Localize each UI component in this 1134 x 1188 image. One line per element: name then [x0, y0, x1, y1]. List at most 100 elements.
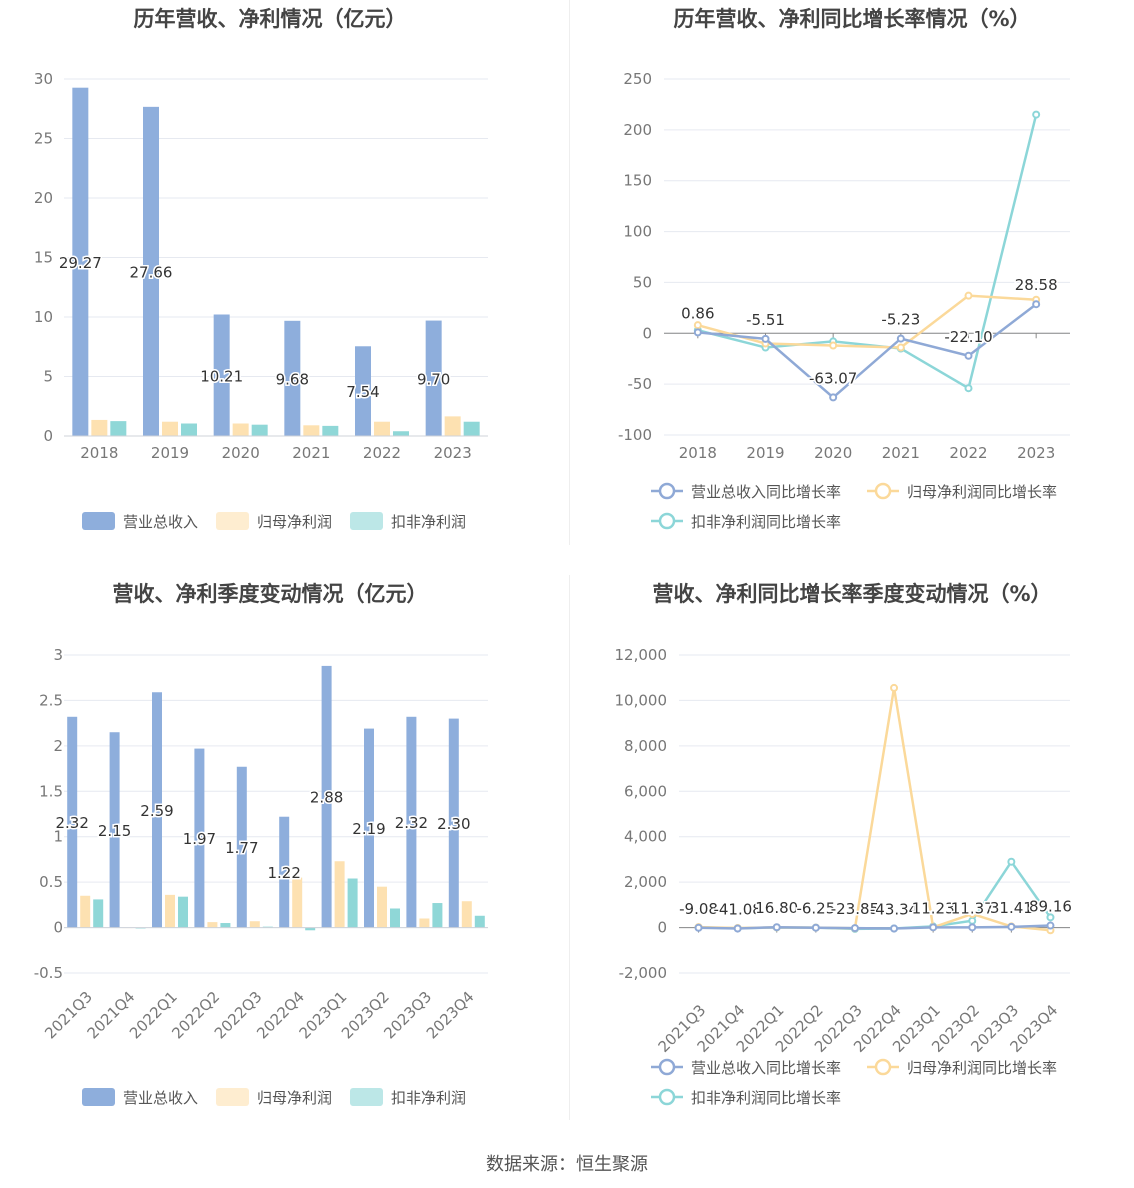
- data-label: -6.25: [796, 900, 835, 918]
- x-tick-label: 2022: [949, 444, 987, 462]
- bar-revenue: [425, 320, 442, 436]
- legend-label: 扣非净利润: [391, 1089, 466, 1107]
- x-tick-label: 2019: [151, 444, 189, 462]
- chart-title: 历年营收、净利同比增长率情况（%）: [673, 7, 1030, 31]
- series-line-deducted_line: [698, 859, 1052, 931]
- bar-deducted: [393, 431, 409, 436]
- y-tick-label: 10,000: [615, 691, 668, 709]
- data-point: [1046, 913, 1055, 922]
- data-label: 1.77: [225, 839, 258, 857]
- annual-revenue-chart: 历年营收、净利情况（亿元） 0 5 10 15 20 25 30 29.27 2018 27.66 2…: [34, 7, 488, 531]
- bar-net_profit: [303, 425, 320, 436]
- y-tick-label: 250: [623, 70, 652, 88]
- bar-deducted: [93, 899, 104, 928]
- bar-net_profit: [162, 421, 178, 436]
- data-point: [693, 328, 702, 337]
- bar-net_profit: [377, 886, 387, 928]
- quarterly-growth-chart: 营收、净利同比增长率季度变动情况（%） -2,000 0 2,000 4,000 6,00…: [615, 582, 1074, 1107]
- data-source-note: 数据来源：恒生聚源: [486, 1154, 648, 1175]
- x-tick-label: 2023Q4: [423, 988, 478, 1043]
- x-tick-label: 2020: [222, 444, 260, 462]
- legend-swatch-marker: [658, 1088, 676, 1106]
- chart-title: 营收、净利同比增长率季度变动情况（%）: [652, 582, 1051, 606]
- y-tick-label: 0: [642, 324, 652, 342]
- y-tick-label: 5: [43, 368, 53, 386]
- y-tick-label: 6,000: [624, 782, 667, 800]
- data-label: 0.86: [681, 304, 714, 322]
- data-point: [811, 923, 820, 932]
- bar-net_profit: [461, 901, 472, 928]
- data-point: [968, 909, 977, 918]
- y-tick-label: 0: [53, 919, 63, 937]
- data-label: 7.54: [346, 383, 379, 401]
- bar-revenue: [321, 665, 332, 928]
- annual-revenue-chart-panel: 历年营收、净利情况（亿元） 0 5 10 15 20 25 30 29.27 2018 27.66 2…: [0, 0, 567, 545]
- bar-net_profit: [207, 922, 218, 928]
- data-point: [929, 923, 938, 932]
- y-tick-label: 0: [43, 427, 53, 445]
- series-line-deducted_line: [697, 114, 1038, 391]
- data-point: [890, 924, 899, 933]
- data-label: 2.30: [437, 815, 470, 833]
- y-tick-label: 0: [657, 919, 667, 937]
- data-point: [1032, 300, 1041, 309]
- x-tick-label: 2018: [80, 444, 118, 462]
- bar-deducted: [347, 878, 358, 928]
- data-label: 2.59: [140, 802, 173, 820]
- chart-title: 历年营收、净利情况（亿元）: [134, 7, 407, 31]
- data-point: [772, 923, 781, 932]
- y-tick-label: 100: [623, 223, 652, 241]
- bar-net_profit: [91, 419, 108, 436]
- y-tick-label: 10: [34, 308, 53, 326]
- y-tick-label: 20: [34, 189, 53, 207]
- legend-swatch-marker: [874, 1058, 892, 1076]
- legend-swatch-marker: [658, 1058, 676, 1076]
- y-tick-label: 8,000: [624, 737, 667, 755]
- legend-label: 归母净利润: [257, 513, 332, 531]
- bar-revenue: [143, 106, 159, 436]
- legend-swatch-marker: [874, 482, 892, 500]
- quarterly-growth-chart-panel: 营收、净利同比增长率季度变动情况（%） -2,000 0 2,000 4,000 6,00…: [567, 575, 1134, 1120]
- x-tick-label: 2022: [363, 444, 401, 462]
- y-tick-label: 12,000: [615, 646, 668, 664]
- bar-revenue: [109, 732, 120, 928]
- series-line-net_profit_line: [698, 687, 1051, 932]
- x-tick-label: 2021: [882, 444, 920, 462]
- legend-swatch: [350, 1088, 383, 1106]
- legend-label: 扣非净利润: [391, 513, 466, 531]
- bar-net_profit: [444, 416, 461, 436]
- series-line-revenue_line: [698, 924, 1051, 930]
- x-tick-label: 2023: [1017, 444, 1055, 462]
- legend-swatch: [82, 1088, 115, 1106]
- bar-deducted: [322, 425, 339, 436]
- annual-growth-chart-panel: 历年营收、净利同比增长率情况（%） -100 -50 0 50 100 150 200 250 2…: [567, 0, 1134, 545]
- data-label: 28.58: [1015, 276, 1058, 294]
- y-tick-label: -0.5: [34, 964, 63, 982]
- data-label: 2.32: [395, 814, 428, 832]
- data-point: [1046, 921, 1055, 930]
- data-point: [693, 321, 702, 330]
- data-point: [968, 916, 977, 925]
- y-tick-label: 2,000: [624, 873, 667, 891]
- legend-label: 营业总收入: [123, 513, 198, 531]
- data-label: 1.22: [267, 864, 300, 882]
- data-point: [964, 351, 973, 360]
- bar-net_profit: [232, 423, 249, 436]
- quarterly-revenue-chart-panel: 营收、净利季度变动情况（亿元） -0.5 0 0.5 1 1.5 2 2.5 3 2.32 2021…: [0, 575, 567, 1120]
- data-label: -41.08: [713, 901, 761, 919]
- data-label: 10.21: [200, 367, 243, 385]
- data-label: 11.37: [951, 899, 994, 917]
- data-label: -63.07: [809, 369, 857, 387]
- data-label: 29.27: [59, 254, 102, 272]
- bar-revenue: [213, 314, 230, 436]
- data-label: 16.80: [755, 899, 798, 917]
- data-label: 2.32: [55, 814, 88, 832]
- legend-label: 扣非净利润同比增长率: [691, 1089, 841, 1107]
- data-label: -5.23: [881, 311, 920, 329]
- legend-swatch: [216, 1088, 249, 1106]
- legend-swatch: [216, 512, 249, 530]
- data-point: [896, 334, 905, 343]
- legend-label: 营业总收入同比增长率: [691, 483, 841, 501]
- data-point: [1007, 922, 1016, 931]
- data-label: 2.15: [98, 822, 131, 840]
